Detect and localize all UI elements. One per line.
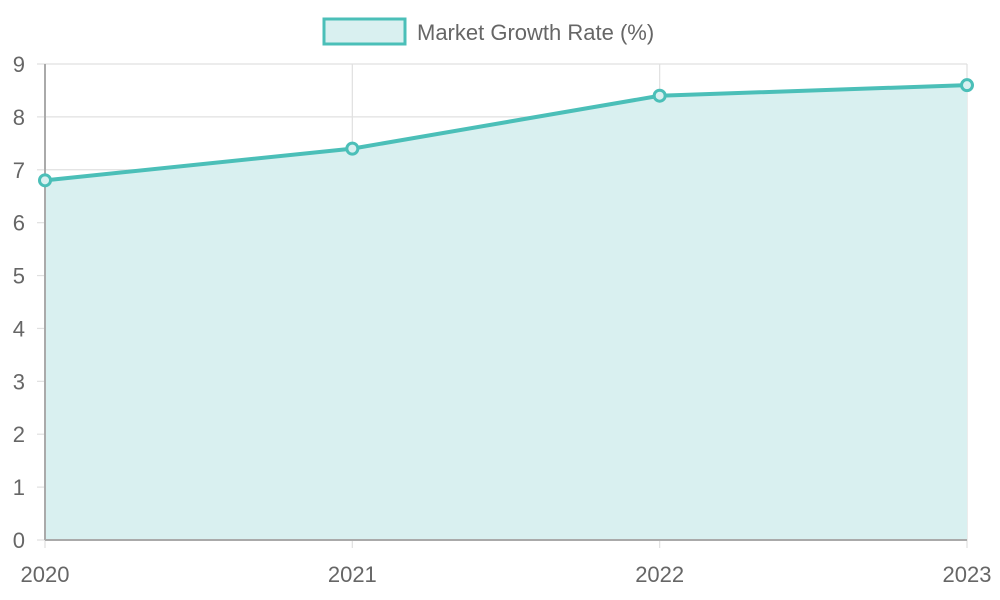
x-tick-label: 2023 [943, 562, 992, 587]
series-area-fill [45, 85, 967, 541]
y-tick-label: 9 [13, 52, 25, 77]
legend[interactable]: Market Growth Rate (%) [322, 17, 654, 46]
data-point-2020[interactable] [38, 173, 52, 188]
x-tick-label: 2021 [328, 562, 377, 587]
y-tick-labels: 0 1 2 3 4 5 6 7 8 9 [13, 52, 25, 553]
series-line [44, 83, 968, 183]
y-tick-label: 3 [13, 369, 25, 394]
legend-swatch [322, 17, 407, 46]
series-points [38, 78, 974, 188]
x-tick-label: 2020 [21, 562, 70, 587]
y-tick-label: 5 [13, 264, 25, 289]
legend-label: Market Growth Rate (%) [417, 20, 654, 45]
y-tick-label: 2 [13, 422, 25, 447]
y-tick-label: 8 [13, 105, 25, 130]
y-tick-label: 7 [13, 158, 25, 183]
data-point-2021[interactable] [345, 141, 360, 156]
x-tick-labels: 2020 2021 2022 2023 [21, 562, 992, 587]
data-point-2023[interactable] [960, 78, 974, 93]
y-tick-label: 6 [13, 211, 25, 236]
y-tick-label: 0 [13, 528, 25, 553]
data-point-2022[interactable] [652, 88, 667, 103]
y-tick-label: 4 [13, 316, 25, 341]
y-tick-label: 1 [13, 475, 25, 500]
x-tick-label: 2022 [635, 562, 684, 587]
